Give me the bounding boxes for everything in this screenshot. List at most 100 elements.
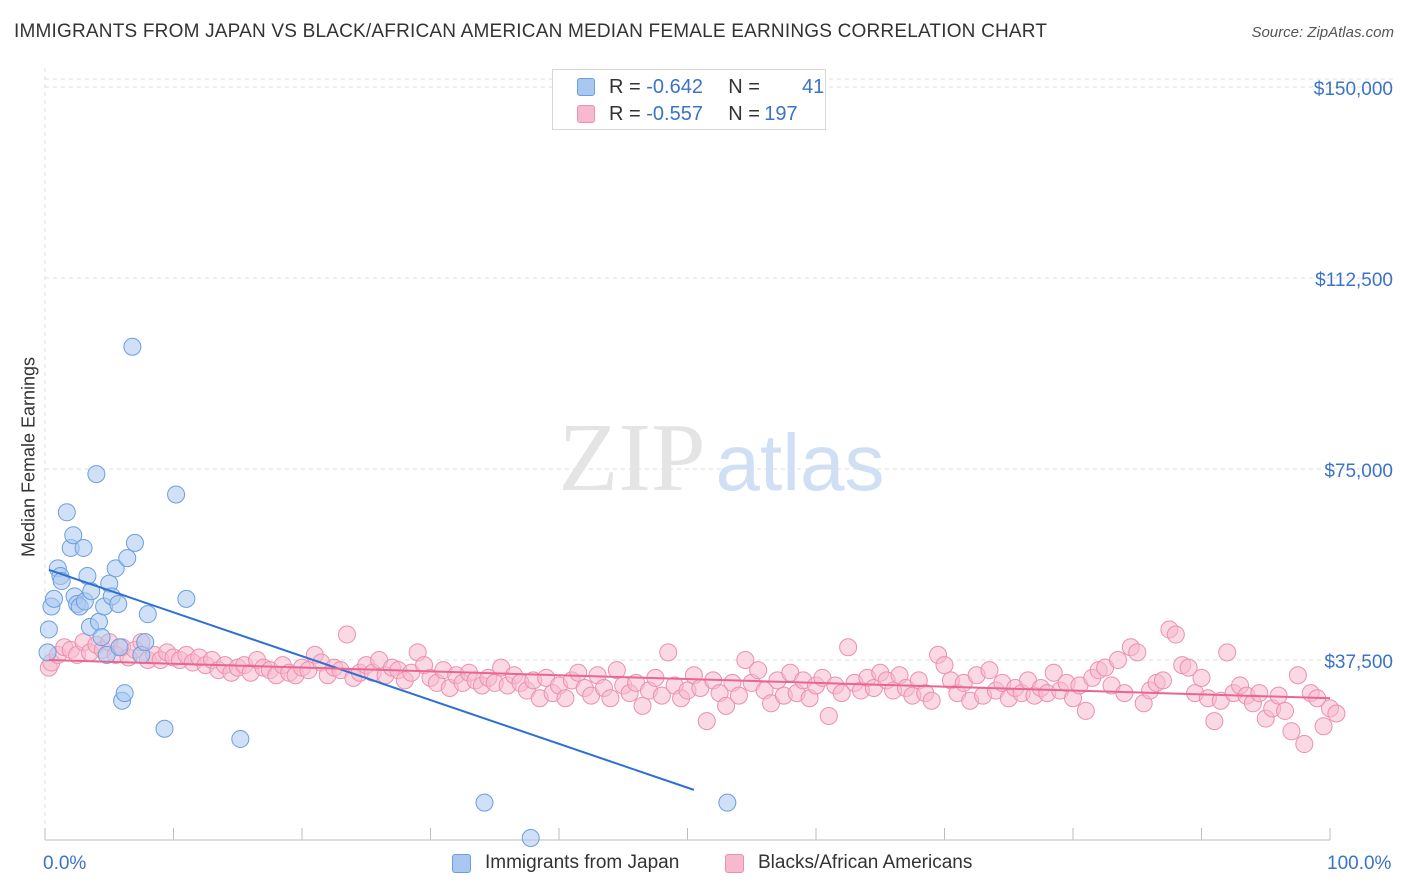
point-japan [87, 465, 106, 484]
legend-r-label: R = [609, 75, 647, 98]
bottom-legend-japan: Immigrants from Japan [452, 852, 679, 874]
series-japan-points [38, 337, 737, 847]
point-japan [82, 582, 101, 601]
point-blacks [1288, 666, 1307, 685]
legend-swatch-blacks [577, 105, 595, 123]
y-tick-label: $75,000 [1324, 461, 1393, 482]
bottom-legend-swatch-blacks [725, 853, 744, 873]
point-japan [167, 485, 186, 504]
legend-r-value: -0.642 [646, 75, 703, 98]
axis-layer [44, 68, 1331, 841]
watermark: ZIP atlas [559, 404, 885, 512]
y-tick-label: $150,000 [1314, 79, 1393, 100]
bottom-legend-blacks: Blacks/African Americans [725, 852, 972, 874]
point-japan [44, 589, 63, 608]
point-blacks [819, 707, 838, 726]
point-blacks [697, 712, 716, 731]
point-japan [89, 612, 108, 631]
point-japan [475, 793, 494, 812]
point-blacks [601, 689, 620, 708]
point-blacks [1044, 663, 1063, 682]
legend-row-japan: R = -0.642 N = 41 [577, 75, 824, 99]
legend-row-blacks: R = -0.557 N = 197 [577, 102, 802, 126]
y-tick-labels: $37,500 $75,000 $112,500 $150,000 [1314, 79, 1393, 673]
point-japan [74, 538, 93, 557]
point-japan [718, 793, 737, 812]
point-blacks [1205, 712, 1224, 731]
trend-line-blacks [48, 659, 1331, 700]
point-japan [125, 533, 144, 552]
point-blacks [1276, 701, 1295, 720]
bottom-legend-label-blacks: Blacks/African Americans [758, 852, 973, 873]
point-japan [92, 628, 111, 647]
legend-n-value: 197 [764, 102, 798, 125]
point-japan [115, 684, 134, 703]
source-label: Source: ZipAtlas.com [1251, 24, 1394, 41]
point-blacks [736, 651, 755, 669]
point-japan [52, 572, 71, 591]
y-axis-label: Median Female Earnings [18, 356, 39, 558]
point-blacks [980, 661, 999, 680]
point-blacks [1314, 717, 1333, 736]
trend-lines [48, 568, 1331, 791]
point-blacks [652, 686, 671, 705]
point-blacks [1250, 684, 1269, 703]
y-tick-label: $112,500 [1315, 270, 1393, 291]
legend-n-value: 41 [802, 75, 825, 98]
y-tick-label: $37,500 [1324, 652, 1393, 673]
point-japan [64, 526, 83, 545]
point-blacks [1166, 625, 1185, 644]
point-blacks [556, 689, 575, 708]
bottom-legend-label-japan: Immigrants from Japan [485, 852, 680, 873]
point-blacks [1153, 671, 1172, 690]
bottom-legend-swatch-japan [452, 853, 471, 873]
legend-r-value: -0.557 [646, 102, 703, 125]
point-japan [110, 638, 129, 657]
point-blacks [749, 661, 768, 680]
legend-n-label: N = [728, 102, 766, 125]
trend-line-japan [48, 568, 695, 791]
point-blacks [1108, 651, 1127, 669]
point-blacks [1282, 722, 1301, 741]
point-blacks [1327, 704, 1346, 723]
point-japan [39, 620, 58, 639]
point-blacks [659, 643, 678, 662]
legend-r-label: R = [609, 102, 647, 125]
point-blacks [607, 661, 626, 680]
watermark-zip: ZIP [559, 404, 706, 512]
point-blacks [633, 696, 652, 715]
point-japan [521, 829, 540, 847]
point-japan [118, 549, 137, 568]
point-japan [155, 719, 174, 738]
point-blacks [1295, 735, 1314, 754]
point-blacks [569, 663, 588, 682]
point-blacks [1179, 658, 1198, 677]
point-japan [177, 589, 196, 608]
point-blacks [1128, 643, 1147, 662]
point-blacks [1192, 668, 1211, 687]
legend-box: R = -0.642 N = 41 R = -0.557 N = 197 [552, 69, 826, 130]
point-japan [123, 337, 142, 356]
point-blacks [839, 638, 858, 657]
point-blacks [337, 625, 356, 644]
watermark-atlas: atlas [716, 418, 885, 507]
point-blacks [1076, 701, 1095, 720]
point-blacks [717, 696, 736, 715]
point-japan [136, 633, 155, 652]
point-japan [57, 503, 76, 522]
x-tick-label-min: 0.0% [43, 853, 87, 874]
point-japan [106, 559, 125, 578]
chart-title: IMMIGRANTS FROM JAPAN VS BLACK/AFRICAN A… [14, 21, 1048, 42]
point-blacks [922, 691, 941, 710]
grid-layer [45, 78, 1393, 661]
point-blacks [1218, 643, 1237, 662]
point-japan [109, 594, 128, 613]
point-japan [231, 729, 250, 748]
point-japan [138, 605, 157, 624]
point-japan [38, 643, 57, 662]
x-tick-label-max: 100.0% [1327, 853, 1392, 874]
point-blacks [935, 656, 954, 675]
point-blacks [729, 686, 748, 705]
legend-swatch-japan [577, 78, 595, 96]
